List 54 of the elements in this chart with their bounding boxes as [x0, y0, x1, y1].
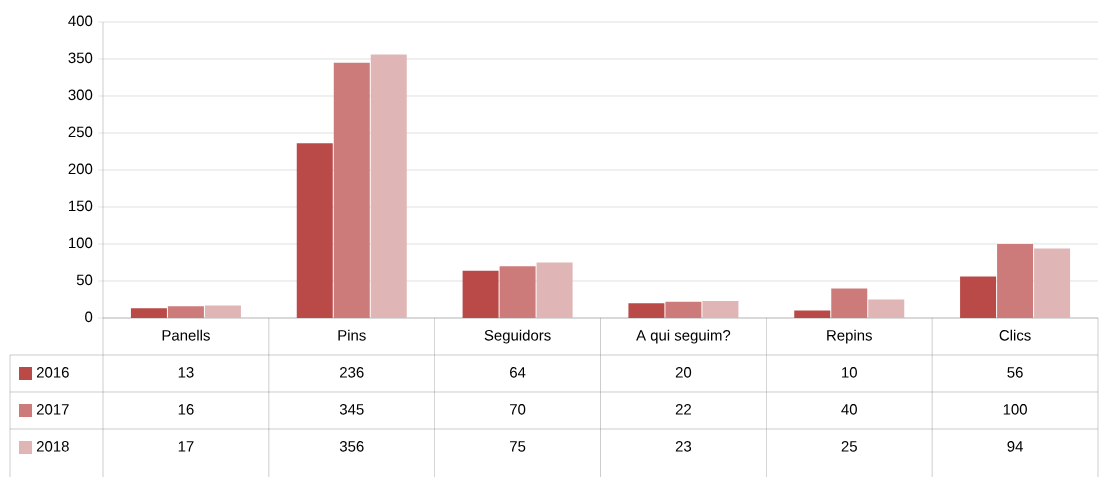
bar	[960, 276, 997, 318]
y-tick-label: 250	[68, 126, 93, 138]
legend-label: 2018	[36, 440, 69, 452]
x-tick-label: Clics	[999, 329, 1031, 341]
legend-label: 2017	[36, 403, 69, 415]
data-label: 236	[340, 366, 364, 378]
bar	[462, 270, 499, 318]
data-label: 64	[510, 366, 526, 378]
legend-label: 2016	[36, 366, 69, 378]
bar	[333, 62, 370, 318]
x-tick-label: Pins	[338, 329, 366, 341]
data-label: 16	[178, 403, 194, 415]
bar	[794, 310, 831, 318]
y-tick-label: 100	[69, 237, 93, 249]
y-tick-label: 150	[69, 200, 93, 212]
bar	[167, 306, 204, 318]
data-label: 40	[841, 403, 857, 415]
data-label: 22	[675, 403, 691, 415]
data-label: 20	[675, 366, 692, 378]
bar	[702, 300, 739, 318]
data-label: 17	[178, 441, 194, 452]
data-label: 23	[675, 440, 692, 452]
bar	[1034, 248, 1071, 318]
bar	[665, 301, 702, 318]
data-label: 94	[1007, 440, 1023, 452]
bar	[130, 308, 167, 318]
data-label: 56	[1007, 366, 1023, 378]
x-tick-label: Repins	[827, 329, 872, 344]
bar	[370, 54, 407, 318]
data-label: 13	[178, 366, 194, 378]
data-label: 100	[1003, 403, 1027, 415]
y-tick-label: 400	[68, 15, 93, 27]
bar	[868, 299, 905, 318]
data-label: 25	[841, 440, 857, 452]
bar	[204, 305, 241, 318]
data-label: 10	[842, 366, 857, 378]
y-tick-label: 50	[76, 274, 93, 286]
data-label: 356	[339, 440, 364, 452]
x-tick-label: A qui seguim?	[636, 329, 731, 344]
data-label: 70	[510, 403, 526, 415]
bar	[831, 288, 868, 318]
data-label: 345	[339, 403, 364, 415]
y-tick-label: 0	[85, 311, 93, 323]
bar	[499, 266, 536, 318]
x-tick-label: Panells	[162, 329, 210, 341]
y-tick-label: 350	[68, 52, 93, 64]
bar	[536, 262, 573, 318]
bar	[997, 243, 1034, 318]
bar	[628, 303, 665, 318]
bar	[296, 143, 333, 318]
y-tick-label: 300	[68, 89, 93, 101]
data-label: 75	[510, 441, 526, 452]
x-tick-label: Seguidors	[484, 329, 551, 344]
y-tick-label: 200	[68, 163, 93, 175]
